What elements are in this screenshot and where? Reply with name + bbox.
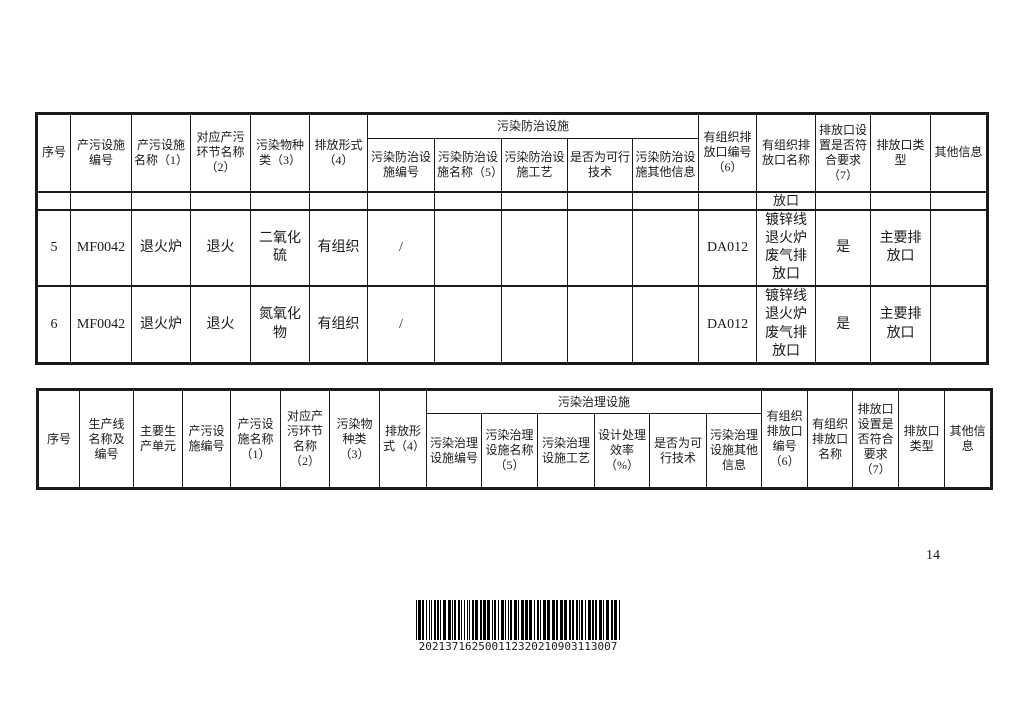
data-cell [567,209,633,288]
data-cell-serial: 6 [36,285,71,365]
header-feasible-technology: 是否为可行技术 [567,138,633,192]
data-cell [131,190,191,211]
header-pollution-facility-name: 产污设施名称（1） [230,389,281,489]
data-cell-discharge-form: 有组织 [309,285,368,365]
data-cell-control-code: / [367,285,435,365]
table-row-continuation: 放口 [36,190,989,211]
data-cell [631,209,700,288]
data-cell [501,190,568,211]
header-pollutant-type: 污染物种类（3） [329,389,380,489]
header-serial-no: 序号 [37,389,80,489]
data-cell-discharge-form: 有组织 [309,209,368,288]
data-cell-compliance: 是 [815,285,872,365]
header-other-info: 其他信息 [944,389,993,489]
header-pollution-facility-code: 产污设施编号 [70,113,132,192]
header-main-production-unit: 主要生产单元 [133,389,183,489]
header-outlet-name: 有组织排放口名称 [756,113,817,192]
header-discharge-form: 排放形式（4） [309,113,368,192]
data-cell [250,190,310,211]
data-cell [567,190,633,211]
header-group-prevention-facilities: 污染防治设施 [366,113,700,139]
header-control-facility-name: 污染防治设施名称（5） [434,138,502,192]
header-control-facility-code: 污染防治设施编号 [367,138,435,192]
header-outlet-code: 有组织排放口编号（6） [761,389,809,489]
data-cell-outlet-name: 镀锌线退火炉废气排放口 [756,285,817,365]
table-header-row: 序号 生产线名称及编号 主要生产单元 产污设施编号 产污设施名称（1） 对应产污… [37,389,993,489]
data-cell [309,190,368,211]
data-cell [367,190,435,211]
header-treatment-facility-process: 污染治理设施工艺 [537,413,595,489]
data-cell-outlet-name: 镀锌线退火炉废气排放口 [756,209,817,288]
header-control-facility-process: 污染防治设施工艺 [501,138,568,192]
data-cell-facility-code: MF0042 [70,209,132,288]
data-cell-pollutant: 二氧化硫 [250,209,310,288]
header-production-line-name: 生产线名称及编号 [79,389,134,489]
table-row-6: 6 MF0042 退火炉 退火 氮氧化物 有组织 / DA012 镀锌线退火炉废… [36,285,989,365]
header-production-stage-name: 对应产污环节名称（2） [190,113,251,192]
header-treatment-facility-code: 污染治理设施编号 [426,413,482,489]
header-production-stage-name: 对应产污环节名称（2） [280,389,330,489]
header-group-treatment-facilities: 污染治理设施 [425,389,763,414]
data-cell-stage: 退火 [190,285,251,365]
data-cell [698,190,758,211]
table-header-row: 序号 产污设施编号 产污设施名称（1） 对应产污环节名称（2） 污染物种类（3）… [36,113,989,192]
header-feasible-technology: 是否为可行技术 [649,413,707,489]
page-number: 14 [926,548,940,563]
header-design-efficiency: 设计处理效率（%） [594,413,650,489]
data-cell-control-code: / [367,209,435,288]
data-cell [815,190,872,211]
data-cell [631,190,700,211]
data-cell-outlet-type: 主要排放口 [870,209,932,288]
header-pollution-facility-name: 产污设施名称（1） [131,113,191,192]
data-cell-outlet-name: 放口 [756,190,817,211]
data-cell [70,190,132,211]
data-cell-facility-code: MF0042 [70,285,132,365]
header-outlet-type: 排放口类型 [870,113,932,192]
header-outlet-code: 有组织排放口编号（6） [698,113,758,192]
data-cell-facility-name: 退火炉 [131,209,191,288]
data-cell-outlet-code: DA012 [698,285,758,365]
data-cell [434,285,502,365]
data-cell-serial: 5 [36,209,71,288]
barcode: 202137162500112320210903113007 [416,600,620,654]
data-cell-compliance: 是 [815,209,872,288]
data-cell-outlet-type: 主要排放口 [870,285,932,365]
header-discharge-form: 排放形式（4） [379,389,427,489]
data-cell-pollutant: 氮氧化物 [250,285,310,365]
barcode-bars [416,600,620,640]
pollution-treatment-table: 序号 生产线名称及编号 主要生产单元 产污设施编号 产污设施名称（1） 对应产污… [36,388,994,490]
data-cell [190,190,251,211]
header-outlet-name: 有组织排放口名称 [807,389,854,489]
data-cell-stage: 退火 [190,209,251,288]
header-serial-no: 序号 [36,113,71,192]
data-cell-facility-name: 退火炉 [131,285,191,365]
table-subheader-row: 污染治理设施编号 污染治理设施名称（5） 污染治理设施工艺 设计处理效率（%） … [38,413,992,489]
barcode-digits: 202137162500112320210903113007 [418,640,618,653]
data-cell [930,190,989,211]
header-control-facility-other-info: 污染防治设施其他信息 [631,138,700,192]
header-pollution-facility-code: 产污设施编号 [182,389,231,489]
header-other-info: 其他信息 [930,113,989,192]
data-cell-outlet-code: DA012 [698,209,758,288]
data-cell [501,209,568,288]
header-treatment-facility-other-info: 污染治理设施其他信息 [705,413,763,489]
pollution-prevention-table: 序号 产污设施编号 产污设施名称（1） 对应产污环节名称（2） 污染物种类（3）… [35,112,990,365]
data-cell [930,209,989,288]
data-cell [501,285,568,365]
data-cell [36,190,71,211]
table-subheader-row: 污染防治设施编号 污染防治设施名称（5） 污染防治设施工艺 是否为可行技术 污染… [37,138,988,192]
data-cell [567,285,633,365]
header-outlet-compliance: 排放口设置是否符合要求（7） [815,113,872,192]
table-row-5: 5 MF0042 退火炉 退火 二氧化硫 有组织 / DA012 镀锌线退火炉废… [36,209,989,288]
header-outlet-type: 排放口类型 [898,389,946,489]
data-cell [434,209,502,288]
data-cell [434,190,502,211]
header-treatment-facility-name: 污染治理设施名称（5） [481,413,538,489]
header-pollutant-type: 污染物种类（3） [250,113,310,192]
data-cell [930,285,989,365]
header-outlet-compliance: 排放口设置是否符合要求（7） [852,389,900,489]
data-cell [631,285,700,365]
data-cell [870,190,932,211]
